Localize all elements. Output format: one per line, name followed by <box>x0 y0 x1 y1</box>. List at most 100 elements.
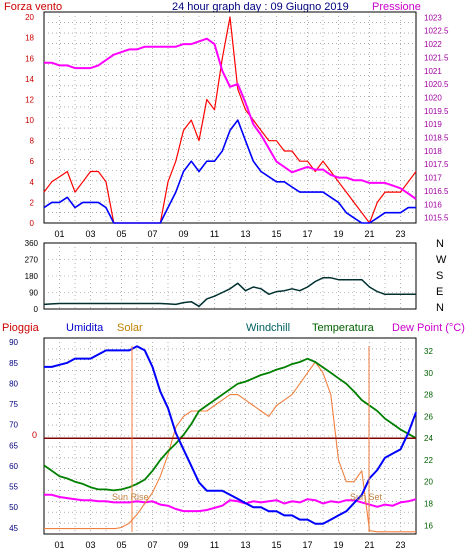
temperature-y-tick: 22 <box>424 456 433 465</box>
wind-tick-labels: 01 03 05 07 09 11 13 15 17 19 21 23 0 2 4 6 8 10 12 14 16 18 2… <box>25 13 449 239</box>
humidity-y-tick: 50 <box>9 503 18 512</box>
wind-x-tick: 17 <box>302 229 312 239</box>
pressure-y-tick: 1020 <box>424 93 442 102</box>
temp-x-tick: 05 <box>116 540 126 550</box>
sunset-label: Sun Set <box>350 492 383 502</box>
pressure-y-tick: 1021.5 <box>424 53 449 62</box>
temp-x-tick: 03 <box>85 540 95 550</box>
wind-x-tick: 07 <box>147 229 157 239</box>
humidity-y-tick: 70 <box>9 421 18 430</box>
temp-x-tick: 11 <box>210 540 219 550</box>
direction-y-tick: 180 <box>25 272 39 281</box>
temperature-y-tick: 16 <box>424 521 433 530</box>
wind-y-tick: 16 <box>25 54 34 63</box>
wind-series <box>43 16 417 224</box>
humidity-label: Umidita <box>66 322 104 334</box>
wind-y-tick: 0 <box>30 219 35 228</box>
pressure-y-tick: 1022.5 <box>424 27 449 36</box>
temp-x-tick: 13 <box>240 540 250 550</box>
pressure-y-tick: 1021 <box>424 67 442 76</box>
temp-x-tick: 17 <box>302 540 312 550</box>
humidity-line <box>44 345 417 525</box>
temperature-line <box>43 357 417 492</box>
wind-x-tick: 01 <box>54 229 64 239</box>
pressure-y-tick: 1017 <box>424 174 442 183</box>
pressure-y-tick: 1017.5 <box>424 160 449 169</box>
direction-grid <box>44 243 416 309</box>
solar-line <box>44 361 416 533</box>
temperature-label: Temperatura <box>312 322 375 334</box>
wind-y-tick: 18 <box>25 34 34 43</box>
pressure-y-tick: 1023 <box>424 13 442 22</box>
wind-y-tick: 2 <box>30 198 35 207</box>
temp-x-tick: 15 <box>271 540 281 550</box>
wind-y-tick: 20 <box>25 13 34 22</box>
wind-y-tick: 14 <box>25 75 34 84</box>
humidity-y-tick: 80 <box>9 379 18 388</box>
windchill-label: Windchill <box>246 322 290 334</box>
wind-y-tick: 12 <box>25 95 34 104</box>
wind-x-tick: 19 <box>333 229 343 239</box>
rain-label: Pioggia <box>2 322 40 334</box>
humidity-y-tick: 90 <box>9 338 18 347</box>
pressure-y-tick: 1020.5 <box>424 80 449 89</box>
temp-x-tick: 07 <box>147 540 157 550</box>
direction-y-tick: 0 <box>34 305 39 314</box>
wind-y-tick: 4 <box>30 178 35 187</box>
dewpoint-label: Dew Point (°C) <box>392 322 465 334</box>
wind-y-tick: 8 <box>30 137 35 146</box>
humidity-y-tick: 45 <box>9 524 18 533</box>
direction-series <box>43 277 416 308</box>
pressure-y-tick: 1016.5 <box>424 187 449 196</box>
temp-x-tick: 01 <box>54 540 64 550</box>
wind-x-tick: 21 <box>364 229 374 239</box>
solar-label: Solar <box>117 322 143 334</box>
direction-y-tick: 90 <box>29 289 38 298</box>
humidity-y-tick: 65 <box>9 441 18 450</box>
wind-x-tick: 13 <box>240 229 250 239</box>
compass-n-bottom: N <box>436 302 444 314</box>
pressure-y-tick: 1015.5 <box>424 214 449 223</box>
wind-x-tick: 15 <box>271 229 281 239</box>
wind-y-tick: 6 <box>30 157 35 166</box>
humidity-y-tick: 75 <box>9 400 18 409</box>
temperature-y-tick: 26 <box>424 412 433 421</box>
wind-x-tick: 05 <box>116 229 126 239</box>
pressure-line <box>44 37 417 200</box>
direction-y-tick: 360 <box>25 239 39 248</box>
wind-x-tick: 11 <box>210 229 219 239</box>
wind-label: Forza vento <box>4 1 62 13</box>
pressure-label: Pressione <box>372 1 421 13</box>
direction-line <box>43 277 416 308</box>
wind-average-line <box>43 119 416 224</box>
temp-x-tick: 19 <box>333 540 343 550</box>
wind-gust-line <box>43 16 417 224</box>
humidity-y-tick: 55 <box>9 483 18 492</box>
temperature-y-tick: 20 <box>424 478 433 487</box>
compass-n-top: N <box>436 238 444 250</box>
temperature-y-tick: 24 <box>424 434 433 443</box>
direction-y-tick: 270 <box>25 256 39 265</box>
pressure-y-tick: 1022 <box>424 40 442 49</box>
pressure-y-tick: 1019 <box>424 120 442 129</box>
temp-grid <box>44 338 416 534</box>
compass-e: E <box>436 286 443 298</box>
temp-tick-labels: 01 03 05 07 09 11 13 15 17 19 21 23 45 50 55 60 65 70 75 80… <box>9 338 433 550</box>
pressure-y-tick: 1016 <box>424 200 442 209</box>
windchill-line <box>44 493 417 513</box>
pressure-y-tick: 1018.5 <box>424 134 449 143</box>
chart-title: 24 hour graph day : 09 Giugno 2019 <box>172 1 349 13</box>
temperature-y-tick: 18 <box>424 500 433 509</box>
pressure-y-tick: 1018 <box>424 147 442 156</box>
humidity-y-tick: 85 <box>9 359 18 368</box>
wind-x-tick: 09 <box>178 229 188 239</box>
temp-x-tick: 21 <box>364 540 374 550</box>
compass-s: S <box>436 270 443 282</box>
humidity-y-tick: 60 <box>9 462 18 471</box>
temperature-y-tick: 30 <box>424 369 433 378</box>
wind-y-tick: 10 <box>25 116 34 125</box>
pressure-y-tick: 1019.5 <box>424 107 449 116</box>
